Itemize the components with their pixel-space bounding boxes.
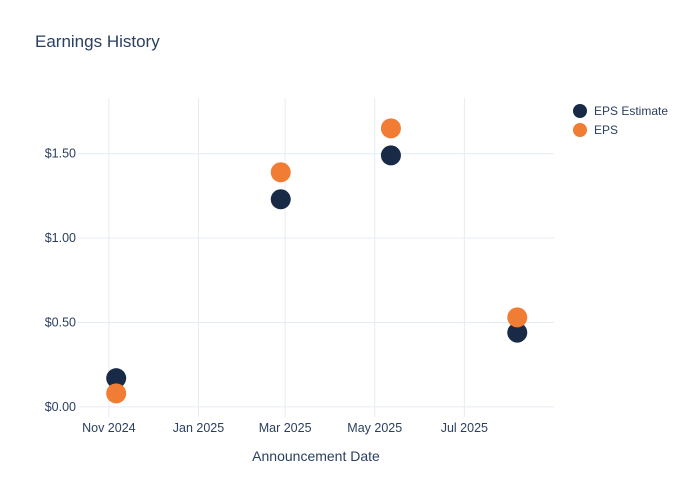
y-tick-label: $0.00 bbox=[45, 400, 76, 414]
data-point-eps[interactable] bbox=[507, 307, 528, 328]
data-point-eps-estimate[interactable] bbox=[270, 189, 291, 210]
chart-title: Earnings History bbox=[35, 32, 160, 51]
legend: EPS Estimate EPS bbox=[573, 104, 668, 137]
legend-label-eps: EPS bbox=[594, 123, 619, 137]
x-axis-title: Announcement Date bbox=[252, 448, 380, 464]
x-tick-label: Mar 2025 bbox=[259, 421, 312, 435]
legend-item-eps-estimate[interactable]: EPS Estimate bbox=[573, 104, 668, 118]
eps-marker-icon bbox=[573, 123, 587, 137]
data-point-eps-estimate[interactable] bbox=[507, 322, 528, 343]
x-tick-label: Jul 2025 bbox=[441, 421, 488, 435]
legend-label-eps-estimate: EPS Estimate bbox=[594, 104, 669, 118]
x-tick-label: Nov 2024 bbox=[82, 421, 136, 435]
legend-item-eps[interactable]: EPS bbox=[573, 123, 668, 137]
x-tick-label: Jan 2025 bbox=[173, 421, 224, 435]
data-point-eps-estimate[interactable] bbox=[380, 145, 401, 166]
data-point-eps-estimate[interactable] bbox=[106, 368, 127, 389]
y-tick-label: $1.50 bbox=[45, 147, 76, 161]
y-tick-label: $0.50 bbox=[45, 315, 76, 329]
data-point-eps[interactable] bbox=[380, 118, 401, 139]
y-tick-label: $1.00 bbox=[45, 231, 76, 245]
data-point-eps[interactable] bbox=[270, 162, 291, 183]
x-tick-label: May 2025 bbox=[347, 421, 402, 435]
eps-estimate-marker-icon bbox=[573, 104, 587, 118]
data-point-eps[interactable] bbox=[106, 383, 127, 404]
